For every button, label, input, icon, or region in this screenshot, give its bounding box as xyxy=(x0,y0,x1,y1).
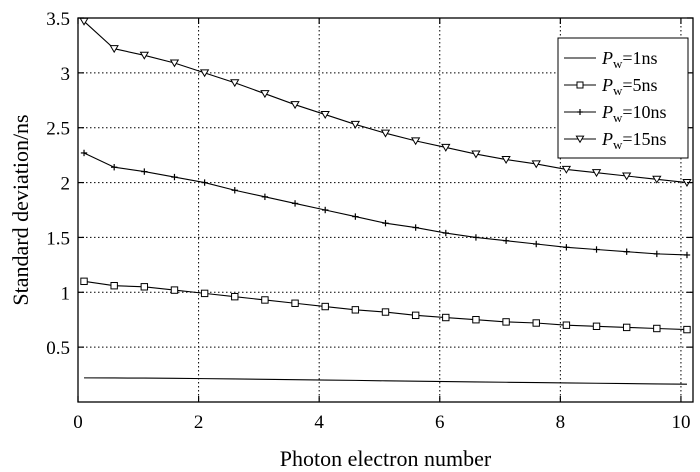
data-point-plus xyxy=(382,219,389,227)
x-tick-labels: 0 2 4 6 8 10 xyxy=(73,412,690,433)
data-point-plus xyxy=(80,149,88,157)
data-point-triangle xyxy=(320,111,330,119)
data-point-square xyxy=(321,302,329,311)
data-point-triangle xyxy=(290,101,300,110)
data-point-square xyxy=(622,323,631,332)
data-point-square xyxy=(653,324,661,333)
y-tick-label: 3 xyxy=(61,64,71,85)
data-point-plus xyxy=(563,244,570,251)
data-point-triangle xyxy=(169,59,180,68)
y-tick-label: 2.5 xyxy=(46,119,70,140)
data-point-triangle xyxy=(199,69,210,78)
data-point-triangle xyxy=(260,90,270,99)
data-point-plus xyxy=(322,206,329,214)
data-point-square xyxy=(351,306,360,314)
data-point-triangle xyxy=(561,165,572,174)
data-point-plus xyxy=(352,213,359,220)
data-point-triangle xyxy=(531,160,541,169)
tick-marks xyxy=(77,17,693,402)
data-point-plus xyxy=(593,246,600,253)
y-axis-label: Standard deviation/ns xyxy=(8,114,33,305)
data-point-triangle xyxy=(652,175,662,184)
data-point-triangle xyxy=(410,137,421,146)
legend-entry: Pw=15ns xyxy=(564,129,667,152)
data-point-square xyxy=(200,289,209,298)
y-tick-label: 3.5 xyxy=(46,9,70,30)
x-tick-label: 8 xyxy=(556,412,566,433)
data-point-plus xyxy=(683,251,691,259)
series-layer xyxy=(79,17,692,385)
data-point-triangle xyxy=(591,169,602,178)
x-tick-label: 10 xyxy=(671,412,690,433)
y-tick-label: 0.5 xyxy=(46,338,70,359)
series-line xyxy=(84,377,687,385)
data-point-plus xyxy=(442,229,449,237)
data-point-plus xyxy=(171,173,178,181)
data-point-triangle xyxy=(380,129,391,138)
y-tick-label: 1 xyxy=(61,283,71,304)
legend-entry: Pw=10ns xyxy=(564,102,667,125)
data-point-square xyxy=(140,283,149,291)
legend-label: Pw=10ns xyxy=(601,102,667,125)
data-point-plus xyxy=(623,248,630,255)
x-tick-label: 2 xyxy=(194,412,204,433)
data-point-square xyxy=(291,299,299,307)
data-point-triangle xyxy=(471,150,481,159)
data-point-plus xyxy=(110,164,118,171)
data-point-square xyxy=(231,292,239,301)
x-tick-label: 0 xyxy=(73,412,83,433)
data-point-triangle xyxy=(575,135,585,144)
data-point-square xyxy=(411,311,420,320)
data-point-square xyxy=(592,322,601,330)
data-point-plus xyxy=(231,187,238,194)
x-tick-label: 4 xyxy=(314,412,324,433)
data-point-square xyxy=(683,325,691,334)
x-axis-label: Photon electron number xyxy=(280,446,492,471)
data-point-square xyxy=(442,313,450,322)
series-5ns xyxy=(80,277,691,334)
data-point-triangle xyxy=(622,172,632,181)
data-point-plus xyxy=(653,250,661,258)
y-tick-label: 2 xyxy=(61,174,71,195)
legend: Pw=1ns Pw=5ns Pw=10ns Pw=15ns xyxy=(557,37,689,159)
x-tick-label: 6 xyxy=(435,412,445,433)
data-point-square xyxy=(110,282,118,290)
data-point-square xyxy=(472,316,480,324)
legend-label: Pw=5ns xyxy=(601,75,658,98)
y-tick-labels: 0.5 1 1.5 2 2.5 3 3.5 xyxy=(46,9,70,359)
legend-label: Pw=1ns xyxy=(601,48,658,71)
data-point-square xyxy=(261,296,269,304)
data-point-plus xyxy=(141,168,148,175)
data-point-plus xyxy=(577,109,583,115)
data-point-plus xyxy=(502,237,510,244)
data-point-plus xyxy=(201,179,208,186)
plot-frame xyxy=(77,17,694,403)
data-point-plus xyxy=(261,193,269,201)
data-point-triangle xyxy=(350,120,361,129)
series-1ns xyxy=(84,377,687,385)
data-point-triangle xyxy=(139,51,149,60)
legend-entry: Pw=5ns xyxy=(564,75,658,98)
data-point-plus xyxy=(412,224,419,231)
data-point-square xyxy=(576,81,584,89)
data-point-square xyxy=(562,321,571,329)
data-point-triangle xyxy=(109,45,119,54)
data-point-square xyxy=(381,308,390,316)
data-point-square xyxy=(502,318,510,326)
y-tick-label: 1.5 xyxy=(46,228,70,249)
data-point-triangle xyxy=(501,155,511,164)
data-point-square xyxy=(170,286,179,294)
data-point-plus xyxy=(291,200,299,207)
data-point-square xyxy=(80,277,88,286)
data-point-plus xyxy=(533,240,540,248)
legend-entry: Pw=1ns xyxy=(564,48,658,71)
series-10ns xyxy=(80,149,691,259)
data-point-triangle xyxy=(230,79,240,88)
data-point-triangle xyxy=(441,143,451,152)
legend-label: Pw=15ns xyxy=(601,129,667,152)
data-point-square xyxy=(532,319,540,327)
data-point-plus xyxy=(472,234,480,241)
